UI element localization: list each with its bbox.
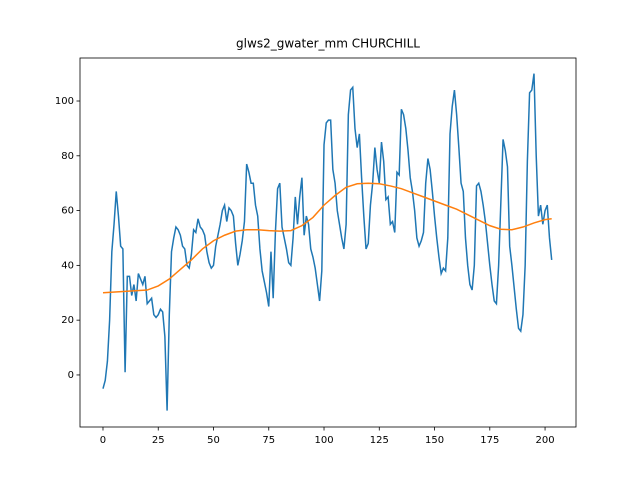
y-tick-label: 80: [61, 151, 74, 162]
x-tick-label: 25: [152, 435, 165, 446]
x-tick-label: 50: [207, 435, 220, 446]
x-tick-label: 0: [100, 435, 106, 446]
y-tick-label: 20: [61, 315, 74, 326]
chart-title: glws2_gwater_mm CHURCHILL: [236, 37, 420, 51]
x-tick-label: 200: [536, 435, 555, 446]
y-tick-label: 100: [55, 96, 74, 107]
line-series: [102, 73, 553, 411]
y-tick-label: 60: [61, 206, 74, 217]
x-tick-label: 150: [425, 435, 444, 446]
y-tick-label: 0: [68, 370, 74, 381]
y-tick-label: 40: [61, 260, 74, 271]
x-tick-label: 125: [370, 435, 389, 446]
line-series: [102, 182, 552, 294]
plot-area: 0 25 50 75 100 125 150 175 200 0 20 40 60 80 100: [55, 73, 555, 446]
x-tick-label: 175: [480, 435, 499, 446]
x-tick-label: 75: [262, 435, 275, 446]
axes-frame: [79, 57, 577, 428]
x-tick-label: 100: [314, 435, 333, 446]
